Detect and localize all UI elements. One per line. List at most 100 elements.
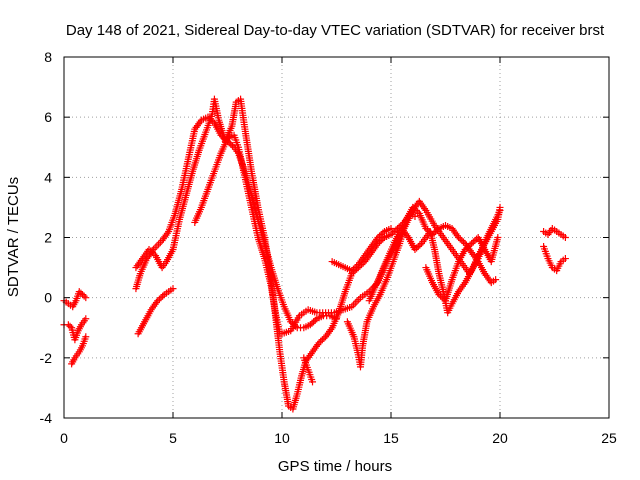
data-point-marker [422,224,430,232]
data-point-marker [374,234,382,241]
data-point-marker [458,237,466,245]
x-tick-label: 15 [383,430,399,446]
series-arc-6 [134,285,177,338]
y-tick-label: 8 [44,49,52,65]
axis-ticks: 0 5 10 15 20 25 -4 -2 0 2 4 6 8 [40,49,617,446]
series-arc-10 [328,224,395,275]
data-point-marker [353,262,361,270]
data-point-marker [463,244,471,252]
data-point-marker [455,234,463,241]
y-tick-label: -4 [40,410,53,426]
data-point-marker [492,276,500,284]
data-point-marker [306,321,314,329]
data-point-marker [413,244,421,252]
data-point-marker [561,234,569,241]
data-point-marker [169,285,177,293]
data-point-marker [377,237,385,245]
y-axis-label: SDTVAR / TECUs [5,177,22,297]
data-point-marker [155,295,163,303]
data-point-marker [376,232,384,240]
data-point-marker [561,255,569,263]
data-point-marker [387,230,395,238]
data-series [60,95,569,413]
data-point-marker [64,321,72,329]
data-point-marker [77,289,85,297]
data-point-marker [410,205,418,213]
x-axis-label: GPS time / hours [278,458,392,475]
data-point-marker [79,291,87,299]
data-point-marker [159,292,167,300]
data-point-marker [150,250,158,258]
data-point-marker [227,140,235,148]
data-point-marker [157,294,165,302]
data-point-marker [351,264,359,272]
data-point-marker [377,230,385,238]
series-arc-15 [540,243,569,275]
data-point-marker [468,240,476,248]
x-tick-label: 5 [169,430,177,446]
data-point-marker [310,318,318,326]
data-point-marker [148,249,156,257]
series-arc-13 [422,234,502,305]
y-tick-label: 6 [44,109,52,125]
series-arc-1 [60,288,90,311]
data-point-marker [318,336,326,344]
data-point-marker [154,297,162,305]
data-point-marker [75,288,83,296]
x-tick-label: 20 [492,430,508,446]
data-point-marker [416,241,424,249]
data-point-marker [147,247,155,255]
data-point-marker [389,229,397,237]
data-point-marker [66,322,74,330]
data-point-marker [80,292,88,300]
chart-title: Day 148 of 2021, Sidereal Day-to-day VTE… [66,22,605,39]
data-point-marker [82,333,90,341]
data-point-marker [315,339,323,347]
data-point-marker [469,238,477,246]
series-arc-7 [191,131,284,338]
data-point-marker [414,208,422,216]
data-point-marker [348,267,356,275]
data-point-marker [379,229,387,237]
data-point-marker [317,337,325,345]
data-point-marker [461,246,469,254]
data-point-marker [311,316,319,324]
x-tick-label: 25 [601,430,617,446]
x-tick-label: 10 [274,430,290,446]
data-point-marker [466,241,474,249]
data-point-marker [471,237,479,245]
data-point-marker [390,227,398,235]
data-point-marker [145,246,153,254]
data-point-marker [349,265,357,273]
y-tick-label: 0 [44,290,52,306]
data-point-marker [438,294,446,302]
data-point-marker [379,235,387,243]
data-point-marker [459,238,467,246]
series-arc-3 [68,333,90,368]
data-point-marker [309,378,317,386]
y-tick-label: 4 [44,169,52,185]
y-tick-label: -2 [40,350,53,366]
data-point-marker [228,142,236,150]
data-point-marker [437,292,445,300]
series-arc-14 [540,224,569,241]
data-point-marker [409,203,417,211]
data-point-marker [308,319,316,327]
x-tick-label: 0 [60,430,68,446]
data-point-marker [464,243,472,251]
data-point-marker [411,246,419,254]
data-point-marker [82,315,90,323]
data-point-marker [433,226,441,234]
data-point-marker [320,334,328,342]
data-point-marker [494,234,502,241]
data-point-marker [412,206,420,214]
data-point-marker [82,294,90,302]
y-tick-label: 2 [44,230,52,246]
data-point-marker [414,243,422,251]
data-point-marker [496,203,504,211]
data-point-marker [387,224,395,232]
data-point-marker [435,291,443,299]
